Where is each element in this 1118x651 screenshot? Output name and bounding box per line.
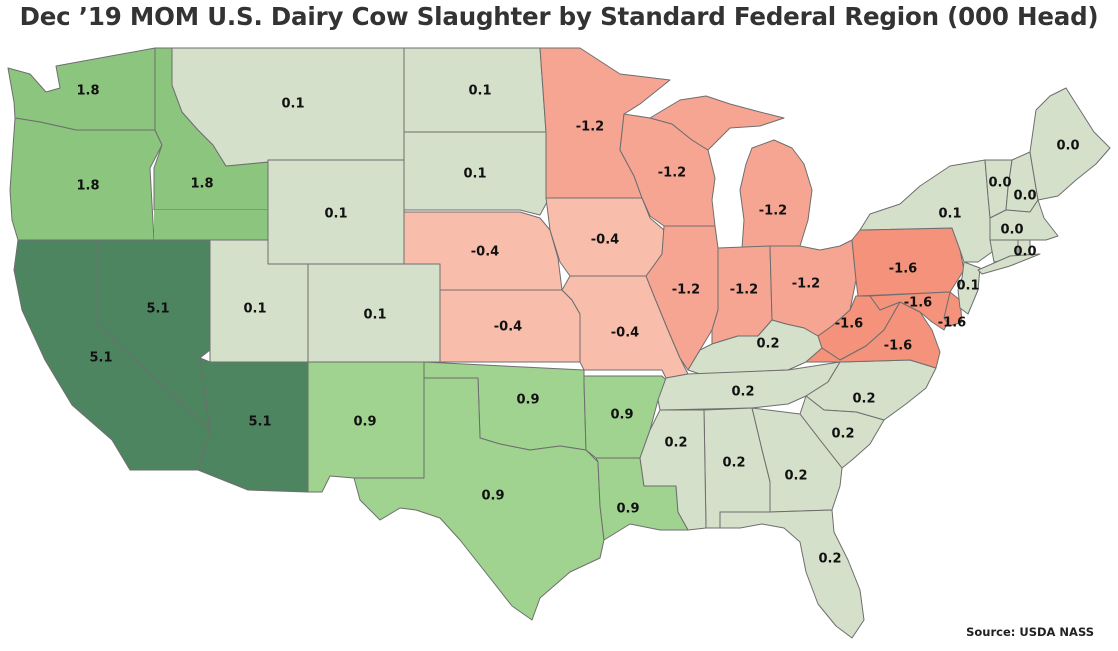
state-tx[interactable]	[353, 377, 605, 621]
value-label-in: -1.2	[730, 283, 758, 298]
value-label-wy: 0.1	[324, 207, 347, 222]
value-label-nm: 0.9	[353, 415, 376, 430]
value-labels: 1.8 1.8 1.8 0.1 0.1 0.1 0.1 0.1 0.1 5.1 5.1 5.1 -0.4…	[76, 84, 1079, 567]
long-island	[977, 253, 1041, 275]
state-ne[interactable]	[403, 211, 563, 291]
value-label-ma: 0.0	[1000, 223, 1023, 238]
state-ri[interactable]	[1017, 239, 1031, 259]
value-label-sc: 0.2	[831, 427, 854, 442]
state-de[interactable]	[943, 291, 963, 327]
value-label-la: 0.9	[616, 502, 639, 517]
value-label-id: 1.8	[190, 177, 213, 192]
value-label-oh: -1.2	[792, 277, 820, 292]
value-label-va: -1.6	[884, 339, 912, 354]
state-fl[interactable]	[719, 509, 865, 639]
value-label-ga: 0.2	[784, 469, 807, 484]
state-mi[interactable]	[739, 139, 813, 249]
value-label-vt: 0.0	[988, 176, 1011, 191]
value-label-ny: 0.1	[938, 207, 961, 222]
value-label-ks: -0.4	[494, 320, 522, 335]
value-label-de: -1.6	[938, 316, 966, 331]
value-label-ia: -0.4	[591, 233, 619, 248]
value-label-nj: 0.1	[956, 279, 979, 294]
map-title: Dec ’19 MOM U.S. Dairy Cow Slaughter by …	[19, 2, 1099, 31]
value-label-fl: 0.2	[818, 552, 841, 567]
value-label-tn: 0.2	[731, 385, 754, 400]
state-or[interactable]	[9, 117, 163, 241]
us-region-map: 1.8 1.8 1.8 0.1 0.1 0.1 0.1 0.1 0.1 5.1 5.1 5.1 -0.4…	[7, 47, 1111, 639]
value-label-ky: 0.2	[756, 337, 779, 352]
value-label-mn: -1.2	[576, 120, 604, 135]
value-label-ne: -0.4	[471, 245, 499, 260]
value-label-or: 1.8	[76, 179, 99, 194]
state-id-south	[154, 210, 268, 240]
value-label-me: 0.0	[1056, 139, 1079, 154]
value-label-mi: -1.2	[759, 204, 787, 219]
value-label-nc: 0.2	[852, 392, 875, 407]
value-label-tx: 0.9	[481, 489, 504, 504]
value-label-il: -1.2	[672, 283, 700, 298]
value-label-ok: 0.9	[516, 393, 539, 408]
value-label-nh: 0.0	[1013, 189, 1036, 204]
value-label-ms: 0.2	[664, 436, 687, 451]
value-label-pa: -1.6	[889, 262, 917, 277]
state-ms[interactable]	[639, 409, 707, 531]
value-label-ct: 0.0	[1013, 245, 1036, 260]
value-label-wi: -1.2	[658, 166, 686, 181]
source-note: Source: USDA NASS	[966, 625, 1094, 639]
value-label-nv: 5.1	[146, 302, 169, 317]
value-label-wv: -1.6	[835, 317, 863, 332]
value-label-mo: -0.4	[611, 326, 639, 341]
value-label-az: 5.1	[248, 415, 271, 430]
value-label-md: -1.6	[904, 296, 932, 311]
value-label-co: 0.1	[363, 308, 386, 323]
value-label-al: 0.2	[722, 456, 745, 471]
value-label-ca: 5.1	[89, 351, 112, 366]
value-label-ar: 0.9	[610, 408, 633, 423]
value-label-wa: 1.8	[76, 84, 99, 99]
value-label-sd: 0.1	[463, 167, 486, 182]
state-me[interactable]	[1029, 87, 1111, 201]
state-mi-upper[interactable]	[649, 95, 785, 151]
value-label-mt: 0.1	[281, 97, 304, 112]
value-label-ut: 0.1	[243, 302, 266, 317]
value-label-nd: 0.1	[468, 84, 491, 99]
